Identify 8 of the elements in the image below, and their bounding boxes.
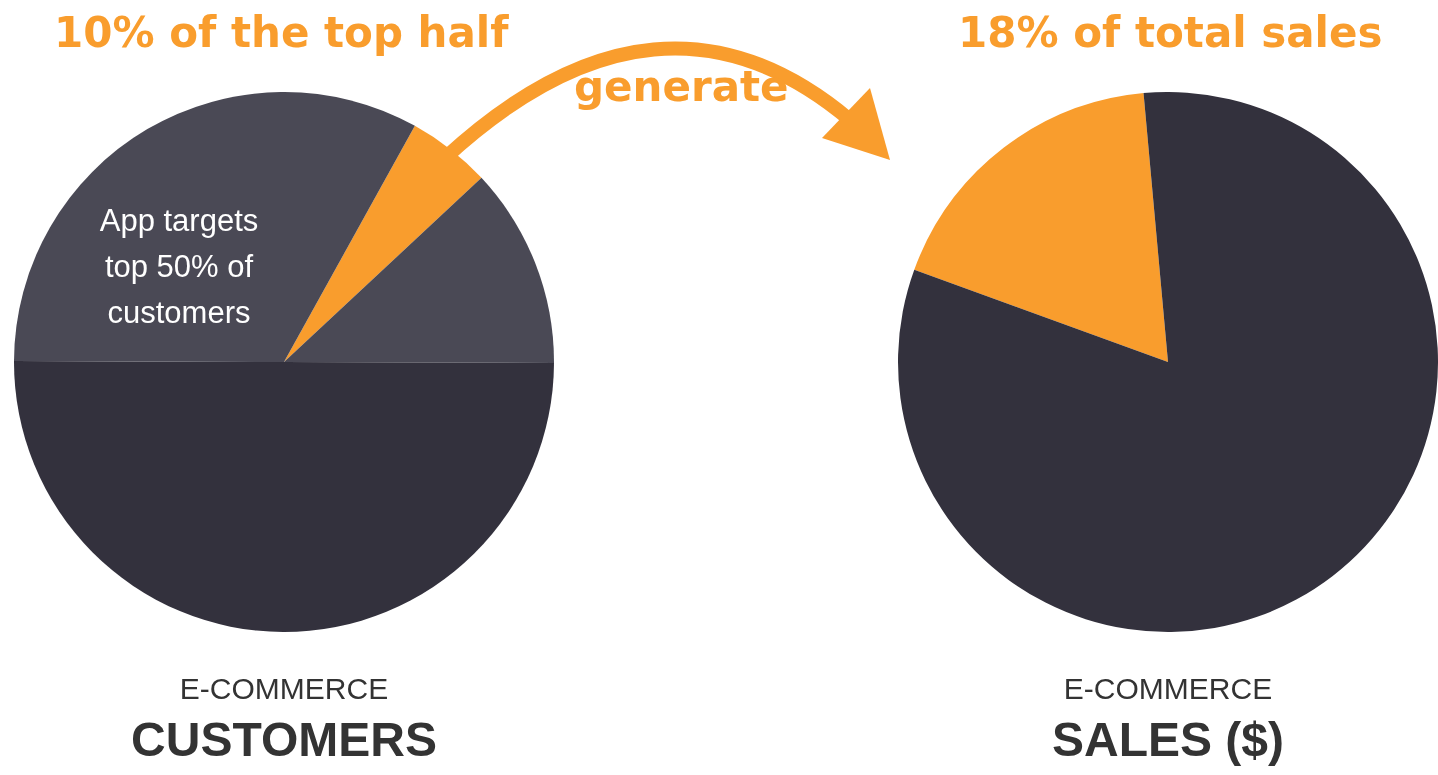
text: generate	[574, 62, 789, 111]
text: App targets top 50% of customers	[98, 202, 260, 332]
text: CUSTOMERS	[130, 712, 438, 767]
text: SALES ($)	[1051, 712, 1285, 767]
text: 10% of the top half	[54, 8, 509, 57]
text: E-COMMERCE	[178, 672, 390, 706]
text: E-COMMERCE	[1062, 672, 1274, 706]
text: 18% of total sales	[958, 8, 1383, 57]
